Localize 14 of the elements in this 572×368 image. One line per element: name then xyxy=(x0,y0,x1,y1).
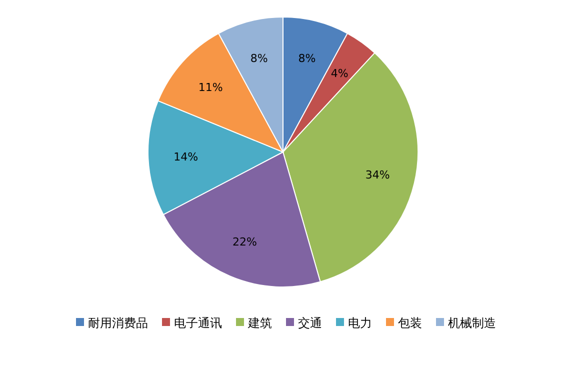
legend-label: 包装 xyxy=(398,316,422,330)
data-label: 8% xyxy=(298,52,316,65)
legend-label: 耐用消费品 xyxy=(88,316,148,330)
legend-label: 建筑 xyxy=(247,316,272,330)
legend-label: 电力 xyxy=(348,316,372,330)
legend-label: 电子通讯 xyxy=(174,316,222,330)
data-label: 11% xyxy=(198,81,223,94)
legend-label: 机械制造 xyxy=(448,316,496,330)
data-label: 8% xyxy=(250,52,268,65)
data-label: 34% xyxy=(365,168,390,182)
data-label: 14% xyxy=(174,150,198,164)
legend-label: 交通 xyxy=(298,316,322,330)
data-label: 4% xyxy=(330,67,348,80)
data-label: 22% xyxy=(232,235,257,248)
